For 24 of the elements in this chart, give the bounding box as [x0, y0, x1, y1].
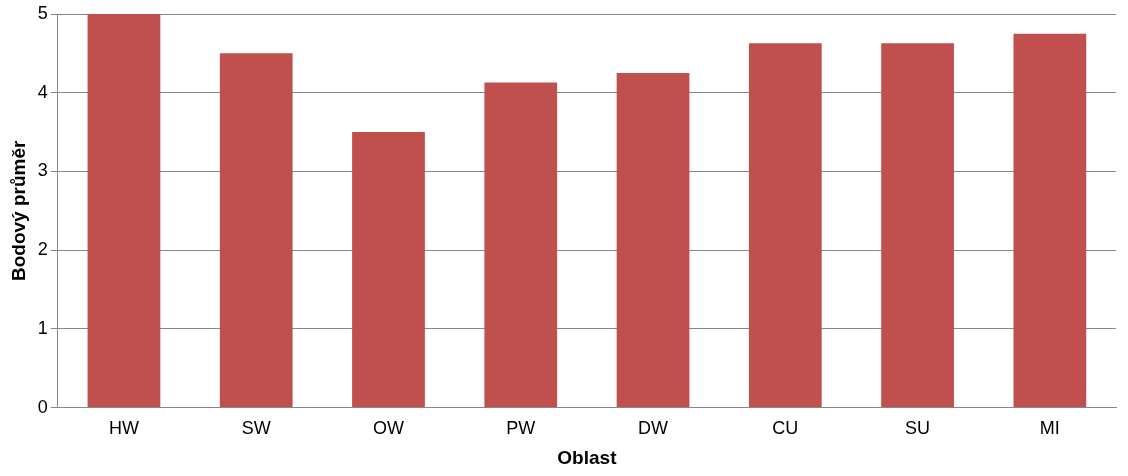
bar [881, 43, 954, 408]
bar [87, 14, 161, 408]
y-tick-label: 1 [37, 317, 48, 338]
x-tick-label: SW [241, 418, 271, 439]
x-tick-label: MI [1039, 418, 1060, 439]
y-tick-label: 4 [37, 81, 48, 102]
x-tick-label: DW [638, 418, 669, 439]
y-tick-label: 3 [37, 160, 48, 181]
x-axis-title: Oblast [557, 446, 618, 468]
y-tick-label: 0 [37, 396, 48, 417]
bar [1013, 33, 1087, 408]
bar [219, 53, 293, 408]
bar [484, 82, 558, 408]
bar [616, 73, 690, 408]
bar [748, 43, 822, 408]
x-tick-label: OW [372, 418, 404, 439]
y-tick-label: 5 [37, 2, 48, 23]
x-tick-label: HW [108, 418, 139, 439]
bar [352, 132, 425, 408]
x-tick-label: PW [506, 418, 536, 439]
x-tick-label: SU [905, 418, 931, 439]
x-tick-label: CU [772, 418, 799, 439]
y-tick-label: 2 [37, 239, 48, 260]
y-axis-title: Bodový průměr [7, 139, 29, 282]
